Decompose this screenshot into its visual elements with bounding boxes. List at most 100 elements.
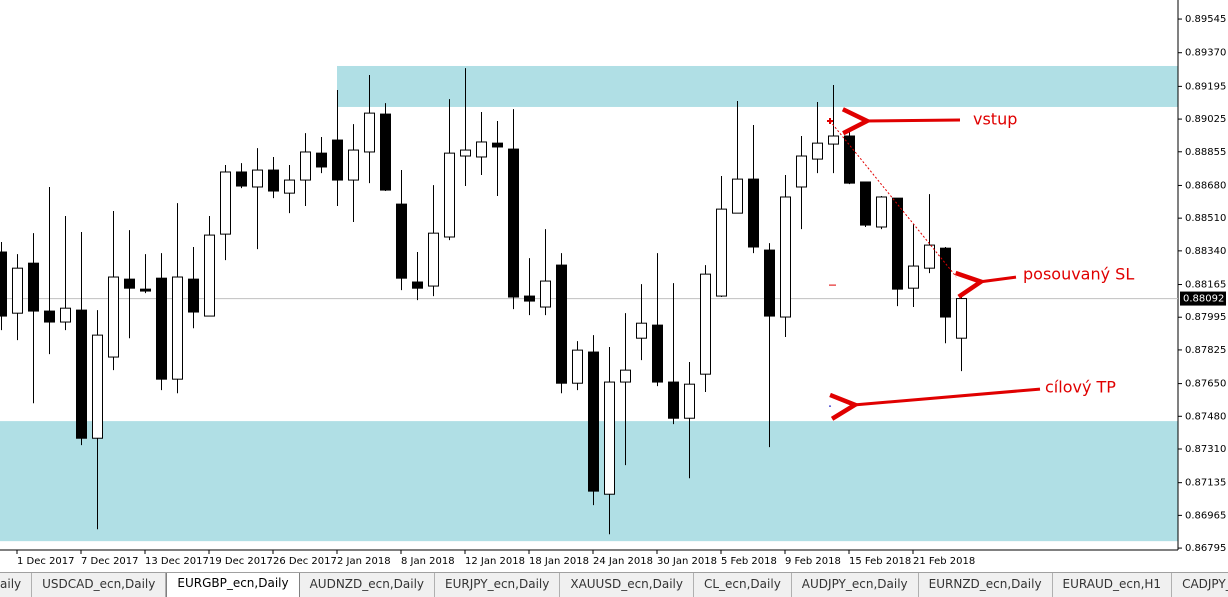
x-tick-label: 21 Feb 2018 [913,556,975,567]
annotation-text: vstup [973,110,1017,129]
candle-body [156,277,167,380]
candle-body [92,334,103,439]
candle-body [28,262,39,312]
candle-body [188,278,199,313]
candle-body [332,139,343,181]
candle-body [204,234,215,317]
x-tick-label: 18 Jan 2018 [529,556,589,567]
candle-body [524,295,535,302]
y-tick-label: 0.88680 [1185,180,1226,191]
candle-body [44,310,55,323]
candle-body [764,249,775,317]
tab[interactable]: XAUUSD_ecn,Daily [560,573,694,597]
x-tick-label: 7 Dec 2017 [81,556,139,567]
x-tick-label: 30 Jan 2018 [657,556,717,567]
y-tick-label: 0.88855 [1185,147,1226,158]
entry-marker [827,118,833,125]
tab[interactable]: EURGBP_ecn,Daily [166,573,300,597]
annotation-text: posouvaný SL [1023,265,1134,284]
candle-body [284,179,295,194]
candle-body [236,171,247,187]
candle-body [492,142,503,148]
y-tick-label: 0.87480 [1185,411,1226,422]
candle-body [0,251,7,317]
candle-body [652,324,663,383]
y-tick-label: 0.87650 [1185,379,1226,390]
candle-body [220,171,231,235]
candle-body [796,155,807,188]
candle-body [428,232,439,287]
y-tick-label: 0.88340 [1185,246,1226,257]
tab[interactable]: EURAUD_ecn,H1 [1053,573,1173,597]
tab-bar: aily USDCAD_ecn,Daily EURGBP_ecn,Daily AUDN… [0,572,1228,597]
y-tick-label: 0.87995 [1185,312,1226,323]
y-tick-label: 0.89195 [1185,81,1226,92]
last-price-label: 0.88092 [1183,294,1224,305]
candle-body [76,309,87,439]
y-tick-label: 0.87825 [1185,345,1226,356]
candle-body [620,369,631,383]
tab[interactable]: EURJPY_ecn,Daily [435,573,561,597]
y-tick-label: 0.88165 [1185,280,1226,291]
candle-body [812,142,823,160]
candle-body [172,276,183,380]
x-tick-label: 8 Jan 2018 [401,556,455,567]
y-tick-label: 0.86965 [1185,510,1226,521]
candle-body [108,276,119,358]
candle-body [444,152,455,238]
tab[interactable]: EURNZD_ecn,Daily [919,573,1053,597]
sl-end [961,283,965,288]
annotation-arrow [978,277,1017,282]
zone [337,65,1178,107]
candle-body [252,169,263,188]
tab[interactable]: AUDNZD_ecn,Daily [300,573,436,597]
candle-body [940,247,951,318]
candle-body [748,178,759,248]
candle-body [668,381,679,419]
candle-body [300,151,311,181]
tab[interactable]: AUDJPY_ecn,Daily [792,573,919,597]
x-tick-label: 5 Feb 2018 [721,556,777,567]
candle-body [828,135,839,145]
candle-body [860,181,871,226]
y-tick-label: 0.87135 [1185,478,1226,489]
tab[interactable]: CADJPY_ecn,Daily [1172,573,1228,597]
x-tick-label: 24 Jan 2018 [593,556,653,567]
y-tick-label: 0.87310 [1185,444,1226,455]
candle-body [588,351,599,492]
candle-body [396,203,407,279]
candle-body [140,288,151,292]
candle-body [268,169,279,192]
candle-body [892,197,903,290]
candle-body [412,281,423,289]
x-tick-label: 1 Dec 2017 [17,556,75,567]
tab[interactable]: aily [0,573,33,597]
candle-body [540,280,551,308]
y-tick-label: 0.88510 [1185,213,1226,224]
chart: 0.89545 0.89370 0.89195 0.89025 0.88855 0.886… [0,0,1226,567]
candle-body [716,208,727,297]
tab[interactable]: USDCAD_ecn,Daily [32,573,167,597]
candle-body [124,278,135,289]
tab[interactable]: CL_ecn,Daily [694,573,792,597]
y-tick-label: 0.89025 [1185,114,1226,125]
candle-body [924,244,935,269]
candle-body [604,381,615,495]
candle-body [476,141,487,158]
x-tick-label: 19 Dec 2017 [209,556,273,567]
candle-body [460,149,471,157]
annotation-arrow [852,387,1041,405]
x-tick-label: 15 Feb 2018 [849,556,911,567]
candle-body [60,307,71,323]
trend-line [829,120,964,286]
candle-body [364,112,375,153]
candle-body [380,113,391,191]
x-tick-label: 2 Jan 2018 [337,556,391,567]
candle-body [700,273,711,375]
candle-body [844,135,855,184]
candle-body [636,322,647,339]
candle-body [348,149,359,181]
candle-body [508,148,519,298]
x-tick-label: 9 Feb 2018 [785,556,841,567]
